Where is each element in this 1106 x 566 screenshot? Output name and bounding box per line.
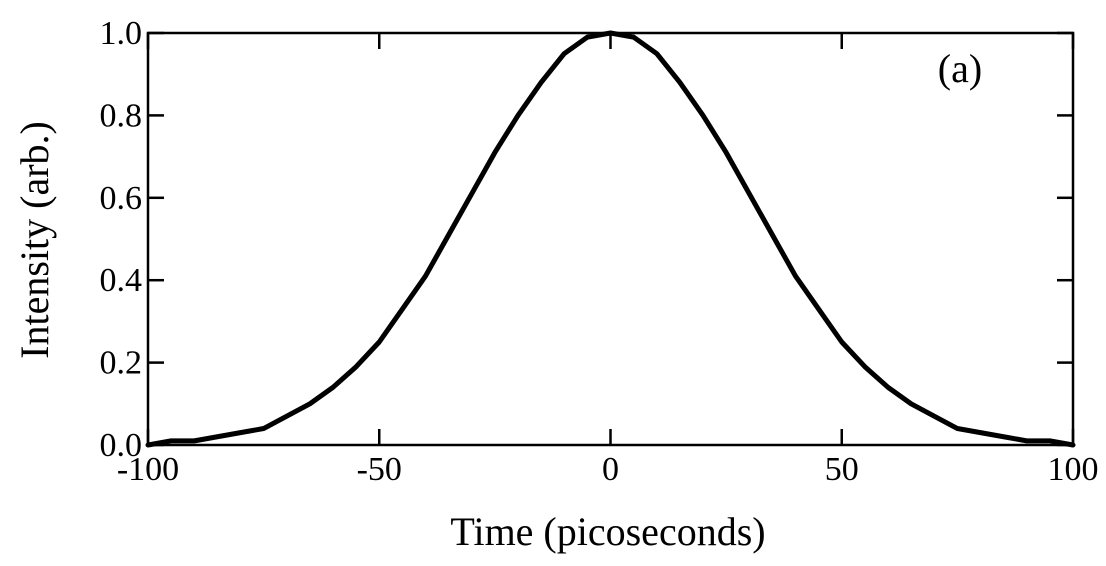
data-line [145,30,1076,448]
y-axis-label: Intensity (arb.) [12,121,57,359]
y-tick-label: 0.2 [100,345,143,382]
x-tick-label: 0 [602,451,619,488]
x-tick-label: -100 [117,451,179,488]
annotation: (a) [938,46,982,91]
y-tick-label: 0.8 [100,97,143,134]
x-tick-label: 50 [825,451,859,488]
plot-frame [146,31,1075,447]
x-tick-label: 100 [1048,451,1099,488]
y-tick-label: 1.0 [100,15,143,52]
x-tick-label: -50 [357,451,402,488]
y-tick-label: 0.6 [100,180,143,217]
y-tick-label: 0.0 [100,427,143,464]
y-tick-label: 0.4 [100,262,143,299]
x-axis-label: Time (picoseconds) [450,509,765,554]
